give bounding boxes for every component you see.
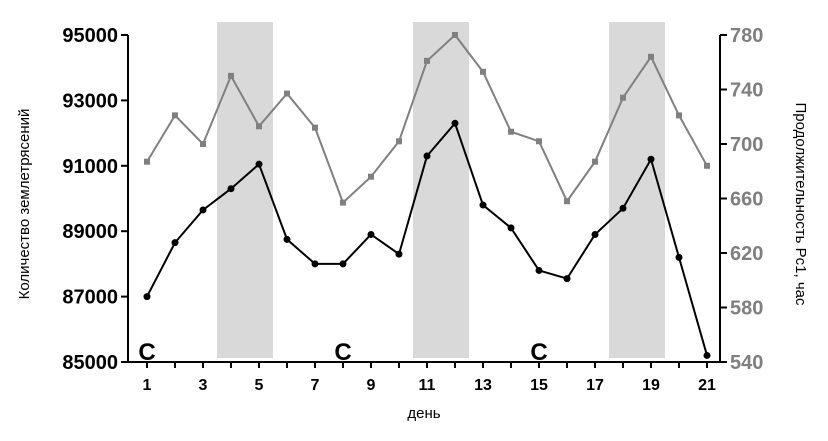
data-point — [423, 152, 431, 160]
y-right-tick-label: 540 — [730, 352, 763, 374]
x-tick-label: 9 — [367, 377, 376, 394]
y-right-tick-label: 620 — [730, 243, 763, 265]
y-axis-left-label: Количество землетрясений — [16, 109, 33, 300]
data-point — [311, 260, 319, 268]
annotation-label: С — [334, 339, 351, 366]
data-point — [172, 112, 178, 119]
data-point — [227, 185, 235, 193]
data-point — [452, 32, 458, 38]
data-point — [143, 293, 151, 301]
series-1 — [143, 119, 711, 359]
data-point — [200, 141, 206, 147]
data-point — [340, 199, 346, 206]
data-point — [703, 351, 711, 359]
series-2 — [144, 32, 710, 206]
data-point — [171, 239, 179, 247]
data-point — [536, 138, 542, 145]
x-tick-label: 3 — [199, 377, 208, 394]
data-point — [479, 201, 487, 209]
data-point — [424, 57, 430, 64]
y-left-tick-label: 95000 — [62, 25, 118, 47]
shaded-region-1 — [217, 22, 273, 358]
y-left-tick-label: 89000 — [62, 221, 118, 243]
y-left-tick-label: 85000 — [62, 352, 118, 374]
data-point — [396, 138, 402, 145]
x-tick-label: 19 — [642, 377, 660, 394]
y-right-tick-label: 740 — [730, 80, 763, 102]
shaded-regions — [217, 22, 665, 358]
ticks: 85000 87000 89000 91000 93000 95000 540 580 620 6… — [62, 25, 763, 394]
data-point — [675, 253, 683, 261]
data-point — [256, 123, 262, 130]
x-tick-label: 17 — [586, 377, 604, 394]
data-point — [368, 173, 374, 180]
y-right-tick-label: 780 — [730, 25, 763, 47]
y-right-tick-label: 700 — [730, 134, 763, 156]
data-point — [563, 275, 571, 283]
data-point — [144, 158, 150, 165]
data-point — [619, 204, 627, 212]
x-tick-label: 15 — [530, 377, 548, 394]
data-point — [507, 224, 515, 232]
x-tick-label: 7 — [311, 377, 320, 394]
data-point — [451, 119, 459, 127]
data-point — [648, 53, 654, 60]
annotation-label: С — [138, 339, 155, 366]
y-left-tick-label: 91000 — [62, 156, 118, 178]
x-tick-label: 1 — [143, 377, 152, 394]
y-right-tick-label: 660 — [730, 189, 763, 211]
data-point — [339, 260, 347, 268]
y-left-tick-label: 93000 — [62, 90, 118, 112]
y-right-tick-label: 580 — [730, 298, 763, 320]
series — [143, 32, 711, 359]
data-point — [620, 94, 626, 101]
data-point — [647, 155, 655, 163]
y-left-tick-label: 87000 — [62, 287, 118, 309]
data-point — [704, 162, 710, 169]
data-point — [508, 128, 514, 135]
y-axis-right-label: Продолжительность Pc1, час — [792, 103, 809, 306]
x-tick-label: 21 — [698, 377, 716, 394]
data-point — [676, 112, 682, 119]
data-point — [312, 124, 318, 131]
shaded-region-2 — [413, 22, 469, 358]
data-point — [480, 68, 486, 75]
data-point — [564, 198, 570, 205]
x-tick-label: 13 — [474, 377, 492, 394]
data-point — [228, 72, 234, 79]
data-point — [283, 235, 291, 243]
x-axis-label: день — [407, 405, 440, 422]
x-tick-label: 11 — [419, 377, 436, 394]
data-point — [199, 206, 207, 214]
data-point — [591, 230, 599, 238]
data-point — [367, 230, 375, 238]
data-point — [535, 266, 543, 274]
x-tick-label: 5 — [255, 377, 264, 394]
data-point — [395, 250, 403, 258]
annotation-label: С — [530, 339, 547, 366]
shaded-region-3 — [609, 22, 665, 358]
data-point — [284, 90, 290, 97]
data-point — [255, 160, 263, 168]
data-point — [592, 158, 598, 165]
